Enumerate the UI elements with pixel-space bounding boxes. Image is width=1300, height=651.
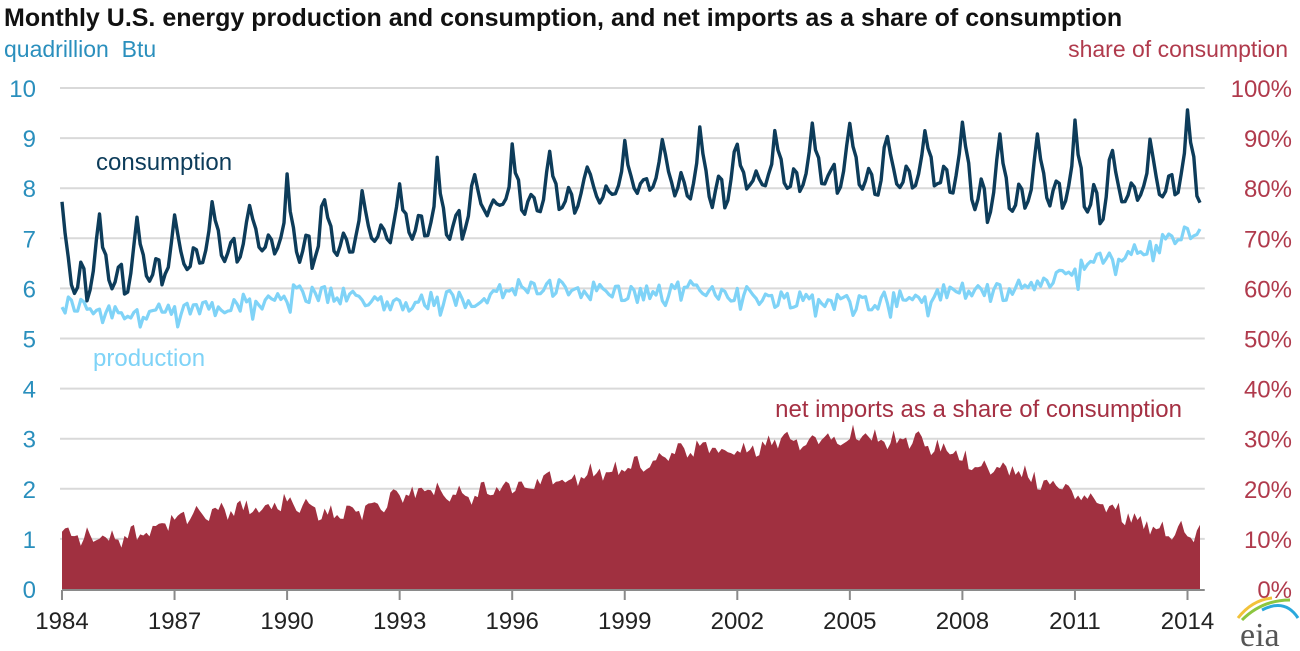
x-tick-label: 1990	[260, 608, 313, 635]
x-tick-label: 2002	[711, 608, 764, 635]
production-series-label: production	[93, 345, 205, 372]
consumption-line	[60, 108, 1202, 303]
x-tick-label: 2014	[1161, 608, 1214, 635]
right-tick-label: 60%	[1244, 276, 1292, 303]
x-tick-label: 2011	[1049, 608, 1101, 635]
left-tick-label: 3	[23, 427, 36, 454]
right-tick-label: 100%	[1231, 76, 1292, 103]
x-tick-label: 2005	[823, 608, 876, 635]
x-tick-label: 1993	[373, 608, 426, 635]
x-tick-label: 1984	[35, 608, 88, 635]
right-tick-label: 30%	[1244, 427, 1292, 454]
right-tick-label: 70%	[1244, 226, 1292, 253]
right-tick-label: 80%	[1244, 176, 1292, 203]
left-tick-label: 8	[23, 176, 36, 203]
right-tick-label: 40%	[1244, 377, 1292, 404]
chart-title: Monthly U.S. energy production and consu…	[4, 4, 1122, 32]
right-tick-label: 90%	[1244, 126, 1292, 153]
logo-arc-yellow	[1236, 596, 1273, 619]
left-tick-label: 10	[9, 76, 36, 103]
x-tick-label: 1999	[598, 608, 651, 635]
x-tick-label: 1987	[148, 608, 201, 635]
net-imports-series-label: net imports as a share of consumption	[775, 396, 1182, 423]
left-axis-ticks: 0 1 2 3 4 5 6 7 8 9 10	[9, 76, 36, 604]
left-tick-label: 2	[23, 477, 36, 504]
left-tick-label: 4	[23, 377, 36, 404]
logo-arc-blue	[1261, 604, 1300, 619]
right-tick-label: 10%	[1244, 527, 1292, 554]
x-tick-label: 2008	[936, 608, 989, 635]
consumption-series-label: consumption	[96, 149, 232, 176]
left-tick-label: 5	[23, 327, 36, 354]
right-axis-ticks: 0%10%20%30%40%50%60%70%80%90%100%	[1231, 76, 1292, 604]
eia-logo-text: eia	[1240, 617, 1280, 651]
right-tick-label: 50%	[1244, 327, 1292, 354]
production-line	[60, 225, 1202, 329]
logo-arc-green	[1240, 598, 1291, 622]
x-axis-ticks: 1984 1987 1990 1993 1996 1999 2002 2005 2008 2011…	[35, 590, 1214, 635]
right-axis-unit-label: share of consumption	[1068, 36, 1288, 62]
left-tick-label: 0	[23, 577, 36, 604]
net-imports-area	[62, 424, 1200, 589]
left-tick-label: 9	[23, 126, 36, 153]
left-axis-unit-label: quadrillion Btu	[4, 36, 156, 62]
x-tick-label: 1996	[486, 608, 539, 635]
left-tick-label: 1	[23, 527, 36, 554]
right-tick-label: 20%	[1244, 477, 1292, 504]
left-tick-label: 6	[23, 276, 36, 303]
eia-logo: eia	[1236, 596, 1300, 651]
left-tick-label: 7	[23, 226, 36, 253]
